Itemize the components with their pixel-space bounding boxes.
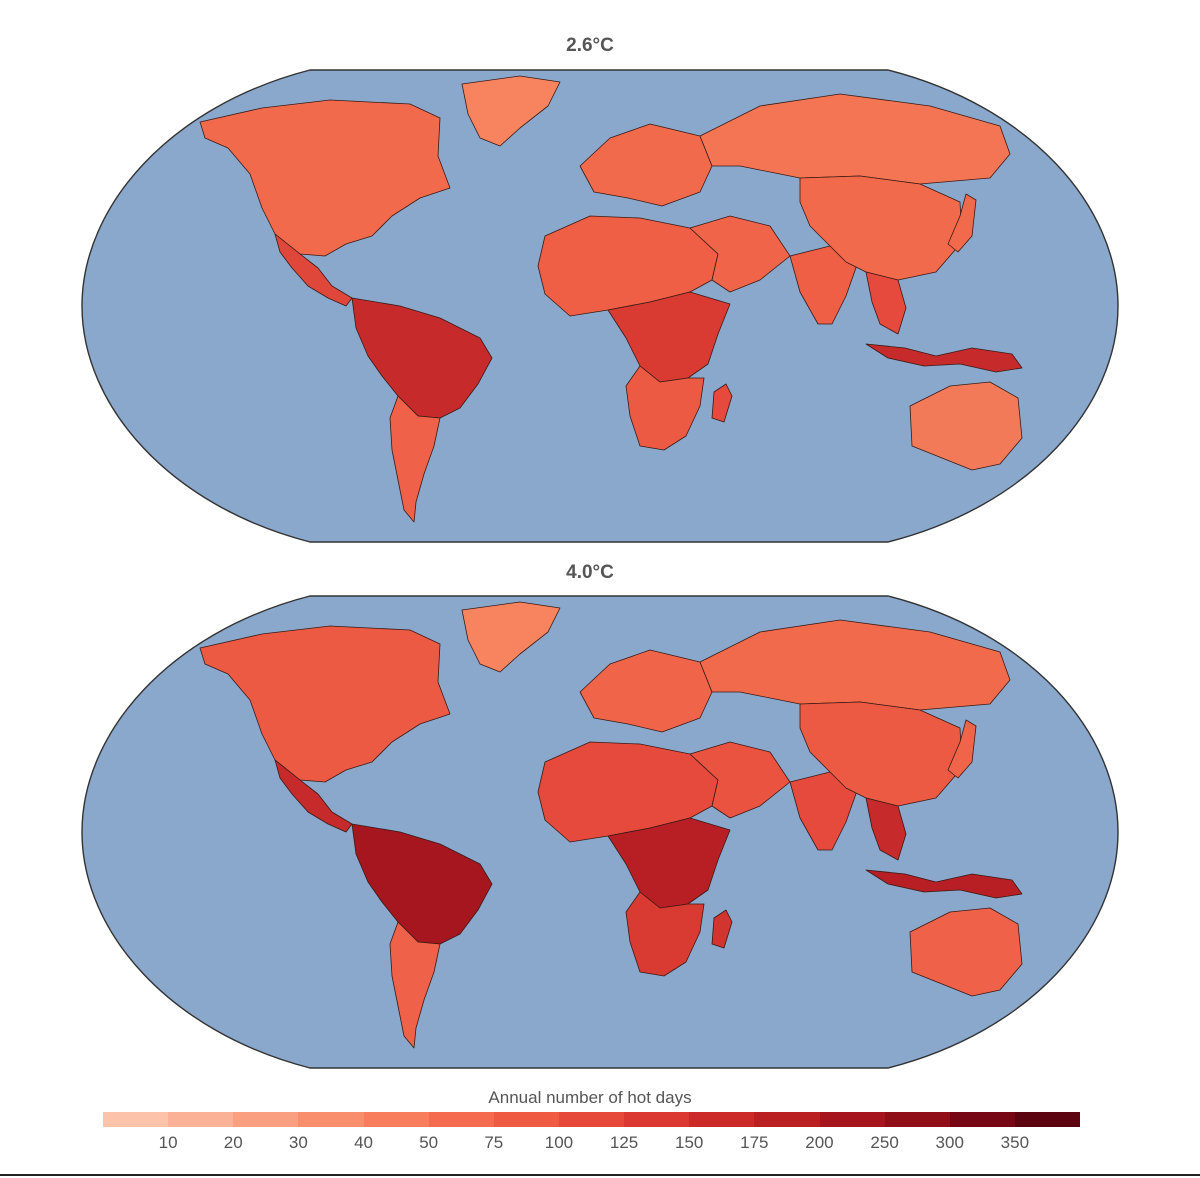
legend-tick-label: 200 [805,1133,834,1152]
region-europe [579,123,713,207]
region-africa-south [625,365,705,451]
legend-swatch [1014,1112,1081,1127]
region-africa-central [607,291,731,383]
legend-tick-labels: 10 20 30 40 50 75 100 125 150 175 200 250 300 350 [103,1133,1080,1155]
legend-swatch [168,1112,234,1127]
region-greenland [461,75,561,147]
legend-tick-label: 40 [354,1133,373,1152]
region-indonesia [865,869,1023,899]
legend-swatch [233,1112,299,1127]
legend-swatch [949,1112,1015,1127]
region-australia [909,381,1023,471]
region-central-america [274,233,353,307]
legend-tick-label: 10 [158,1133,178,1152]
map-frame [81,595,1119,1069]
region-indonesia [865,343,1023,373]
region-south-america-south [389,921,441,1049]
legend-tick-label: 300 [935,1133,964,1152]
bottom-divider [0,1174,1200,1176]
region-africa-central [607,817,731,909]
region-south-america-south [389,395,441,523]
legend-swatch [103,1112,169,1127]
legend-tick-label: 350 [1000,1133,1030,1152]
region-japan [947,193,977,253]
legend-swatch [689,1112,755,1127]
region-madagascar [711,383,733,423]
region-middle-east [689,215,791,293]
legend-tick-label: 100 [544,1133,574,1152]
map-title-2-6c: 2.6°C [566,35,614,56]
region-africa-south [625,891,705,977]
region-russia [699,93,1011,185]
region-north-america [199,625,451,783]
region-south-america-north [351,823,493,945]
region-russia [699,619,1011,711]
region-australia [909,907,1023,997]
region-north-america [199,99,451,257]
legend-tick-label: 150 [675,1133,704,1152]
region-japan [947,719,977,779]
region-southeast-asia [865,797,907,861]
legend-swatch [298,1112,364,1127]
region-central-america [274,759,353,833]
region-south-america-north [351,297,493,419]
legend-color-bar [103,1112,1081,1127]
legend-tick-label: 50 [419,1133,439,1152]
world-map-4-0c [81,595,1119,1069]
legend-swatch [558,1112,625,1127]
legend-swatch [363,1112,429,1127]
region-europe [579,649,713,733]
legend-swatch [884,1112,950,1127]
world-map-2-6c [81,69,1119,543]
legend-swatch [624,1112,690,1127]
legend-tick-label: 20 [223,1133,243,1152]
map-frame [81,69,1119,543]
legend-tick-label: 125 [609,1133,639,1152]
region-southeast-asia [865,271,907,335]
legend-swatch [819,1112,885,1127]
legend-tick-label: 175 [740,1133,769,1152]
region-madagascar [711,909,733,949]
legend-swatch [493,1112,559,1127]
region-greenland [461,601,561,673]
map-title-4-0c: 4.0°C [566,562,614,583]
legend-tick-label: 250 [870,1133,899,1152]
legend-swatch [428,1112,494,1127]
region-middle-east [689,741,791,819]
legend-tick-label: 75 [484,1133,504,1152]
legend-tick-label: 30 [288,1133,308,1152]
legend-title: Annual number of hot days [488,1088,692,1107]
legend-swatch [754,1112,820,1127]
